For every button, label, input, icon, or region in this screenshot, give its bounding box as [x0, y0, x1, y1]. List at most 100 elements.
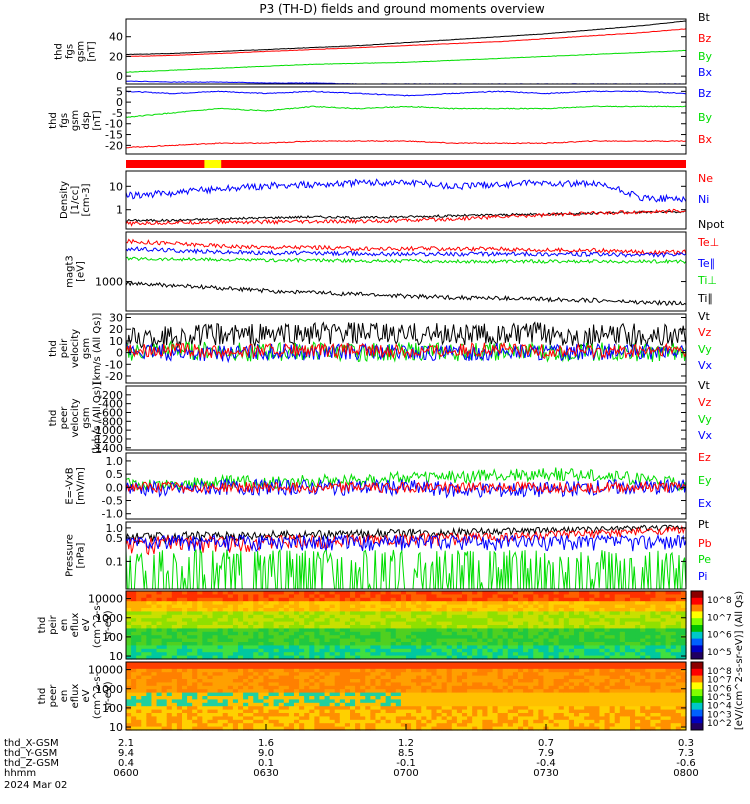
- xaxis-value-1-2: 8.5: [398, 748, 414, 759]
- ylabel-0-0: thd: [54, 43, 65, 60]
- ylabel-1-2: gsm: [70, 110, 81, 131]
- legend-3-0: Ne: [698, 172, 713, 185]
- legend-7-0: Ez: [698, 451, 711, 464]
- ytick-1-3: -10: [105, 118, 123, 131]
- ylabel-0-2: gsm: [76, 41, 87, 62]
- ytick-6-4: -1000: [91, 424, 123, 437]
- xaxis-value-0-4: 0.3: [678, 738, 694, 749]
- series-1-By: [126, 105, 686, 118]
- ytick-8-1: 0.5: [106, 532, 124, 545]
- ylabel-3-0: Density: [59, 181, 70, 219]
- xaxis-value-3-2: 0700: [393, 768, 418, 779]
- panel-frame-0: [125, 18, 687, 85]
- panel-0: 40 20 0 thd fgs gsm [nT] Bt Bz By Bx: [54, 11, 713, 85]
- panel-9: 10^810^710^610^5 [eV/(cm^2-s-sr-eV)] (All…: [37, 590, 745, 730]
- legend-5-2: Vy: [698, 343, 712, 356]
- panel-8: 1.00.5 0.1 Pressure [nPa] Pt Pb Pe Pi: [65, 518, 712, 590]
- legend-6-1: Vz: [698, 396, 712, 409]
- panel-frame-1: [125, 86, 687, 155]
- ylabel-6-4: [km/s (All Qs)]: [92, 382, 103, 454]
- ylabel-1-1: fgs: [59, 113, 70, 128]
- ylabel-6-2: velocity: [70, 398, 81, 437]
- legend-0-1: Bz: [698, 32, 712, 45]
- colorbar-tick-10-4: 10^4: [707, 702, 732, 712]
- legend-4-3: Ti∥: [697, 292, 713, 305]
- ylabel-1-3: dsp: [81, 112, 92, 130]
- ytick-7-2: 0.0: [106, 481, 124, 494]
- legend-4-1: Te∥: [697, 257, 715, 270]
- ytick-9-3: 10: [109, 650, 123, 663]
- ytick-6-1: -400: [98, 398, 123, 411]
- legend-1-1: By: [698, 111, 713, 124]
- xaxis-value-1-1: 9.0: [258, 748, 274, 759]
- ytick-0-1: 20: [109, 50, 123, 63]
- colorbar-tick-10-3: 10^5: [707, 693, 732, 703]
- ytick-6-2: -600: [98, 406, 123, 419]
- heatmap-cells: [126, 662, 687, 731]
- xaxis-value-2-4: -0.6: [676, 758, 696, 769]
- ylabel-0-1: fgs: [65, 44, 76, 59]
- ytick-1-0: 5: [116, 85, 123, 98]
- colorbar-tick-9-2: 10^6: [707, 631, 732, 641]
- ytick-6-0: -200: [98, 389, 123, 402]
- xaxis-row-label-2: thd_Z-GSM: [4, 758, 59, 769]
- xaxis-value-0-2: 1.2: [398, 738, 414, 749]
- ytick-5-1: 20: [109, 323, 123, 336]
- panel-frame-5: [125, 313, 687, 384]
- xaxis-value-2-0: 0.4: [118, 758, 134, 769]
- ylabel-1-4: [nT]: [92, 110, 103, 130]
- ytick-9-2: 100: [102, 631, 123, 644]
- series-3-Ni: [126, 178, 686, 203]
- ylabel-8-0: Pressure: [65, 534, 76, 577]
- mode-bar-segment-0: [204, 160, 222, 168]
- series-8-Pi: [126, 533, 686, 553]
- legend-5-0: Vt: [698, 310, 711, 323]
- xaxis-row-label-0: thd_X-GSM: [4, 738, 59, 749]
- xaxis-value-3-4: 0800: [673, 768, 698, 779]
- ytick-6-3: -800: [98, 415, 123, 428]
- ytick-1-1: 0: [116, 96, 123, 109]
- legend-6-3: Vx: [698, 429, 713, 442]
- legend-8-2: Pe: [698, 553, 711, 566]
- ylabel-5-3: gsm: [81, 338, 92, 359]
- series-0-Bz: [126, 28, 686, 57]
- xaxis-value-3-3: 0730: [533, 768, 558, 779]
- ylabel-7-1: [mV/m]: [76, 467, 87, 505]
- legend-8-0: Pt: [698, 518, 710, 531]
- panel-1: 50-5-10-15-20 thd fgs gsm dsp [nT] Bz By Bx: [48, 85, 713, 155]
- ylabel-6-3: gsm: [81, 407, 92, 428]
- series-3-Npot: [126, 210, 686, 223]
- panel-frame-9: [125, 590, 687, 660]
- legend-0-3: Bx: [698, 66, 713, 79]
- xaxis-value-2-2: -0.1: [396, 758, 416, 769]
- ytick-5-4: -10: [105, 358, 123, 371]
- ytick-5-0: 30: [109, 312, 123, 325]
- ytick-1-2: -5: [112, 107, 123, 120]
- panel-frame-8: [125, 521, 687, 590]
- colorbar-tick-10-5: 10^3: [707, 710, 732, 720]
- ylabel-9-6: sr-eV): [103, 610, 114, 639]
- ylabel-10-0: thd: [37, 688, 48, 705]
- ylabel-10-3: eflux: [70, 684, 81, 709]
- panel-7: 1.00.50.0-0.5-1.0 E=-VxB [mV/m] Ez Ey Ex: [65, 451, 712, 521]
- xaxis-value-3-0: 0600: [113, 768, 138, 779]
- mode-bar-fill: [126, 160, 686, 168]
- legend-0-2: By: [698, 50, 713, 63]
- ytick-9-0: 10000: [88, 593, 123, 606]
- xaxis-value-2-1: 0.1: [258, 758, 274, 769]
- series-5-Vt: [126, 321, 686, 349]
- ylabel-9-3: eflux: [70, 613, 81, 638]
- legend-3-1: Ni: [698, 193, 709, 206]
- xaxis-value-1-0: 9.4: [118, 748, 134, 759]
- ylabel-10-1: peer: [48, 684, 59, 708]
- series-5-Vz: [126, 341, 686, 360]
- series-3-Ne: [126, 208, 686, 227]
- legend-1-0: Bz: [698, 87, 712, 100]
- panel-2: [126, 160, 686, 168]
- ylabel-3-1: [1/cc]: [70, 186, 81, 215]
- ylabel-8-1: [nPa]: [76, 542, 87, 568]
- colorbar-tick-10-1: 10^7: [707, 676, 732, 686]
- ytick-0-0: 40: [109, 31, 123, 44]
